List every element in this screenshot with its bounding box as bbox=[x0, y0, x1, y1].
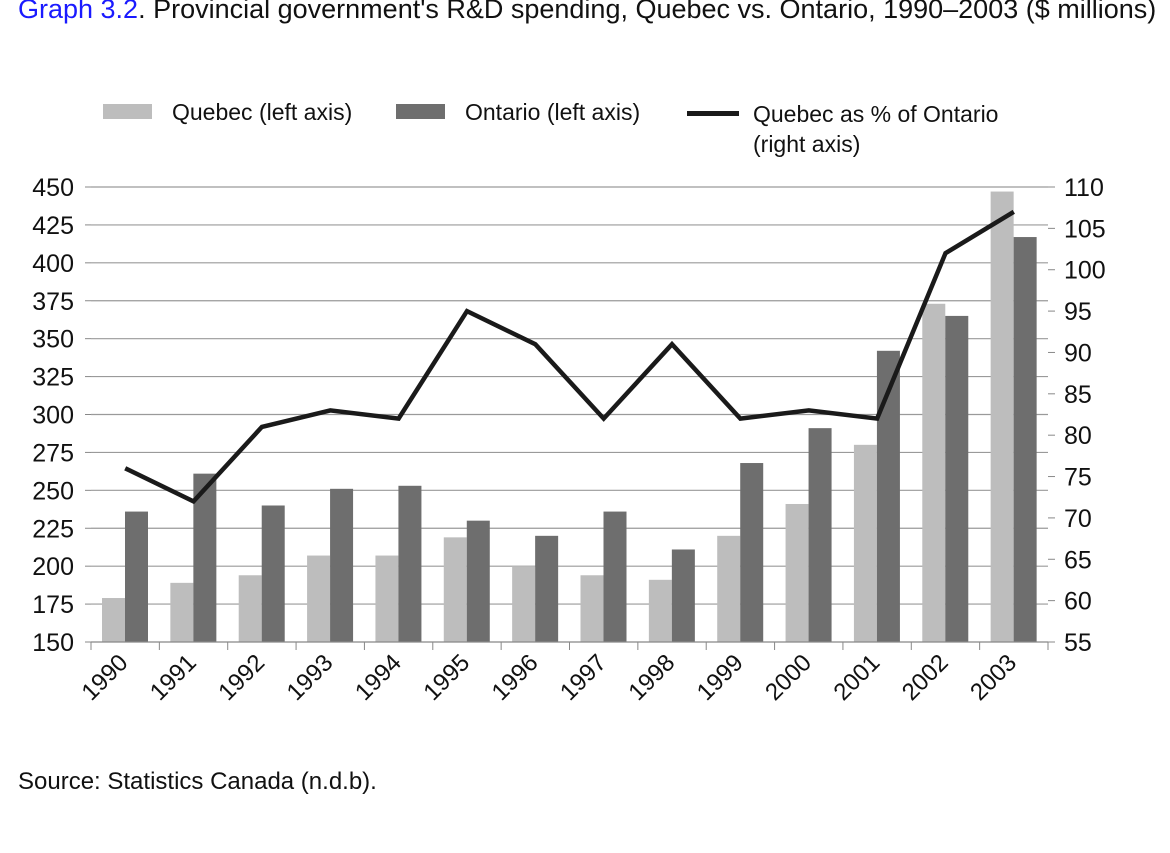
bar-ontario bbox=[1013, 237, 1037, 643]
right-tick-label: 75 bbox=[1064, 464, 1092, 492]
right-tick-label: 70 bbox=[1064, 505, 1092, 533]
bar-ontario bbox=[193, 473, 217, 642]
bar-ontario bbox=[398, 485, 422, 642]
x-tick-label: 1999 bbox=[692, 649, 749, 706]
legend-swatch-ontario bbox=[396, 104, 445, 119]
left-tick-label: 425 bbox=[32, 212, 74, 240]
bar-quebec bbox=[922, 303, 946, 642]
right-tick-label: 65 bbox=[1064, 546, 1092, 574]
left-tick-label: 400 bbox=[32, 250, 74, 278]
x-tick-label: 1995 bbox=[418, 649, 475, 706]
bar-quebec bbox=[512, 566, 536, 642]
x-tick-label: 1991 bbox=[145, 649, 202, 706]
legend-item-quebec: Quebec (left axis) bbox=[103, 97, 352, 127]
bar-ontario bbox=[671, 549, 695, 642]
x-tick-label: 1994 bbox=[350, 649, 407, 706]
right-tick-label: 60 bbox=[1064, 588, 1092, 616]
bar-quebec bbox=[170, 582, 194, 642]
bar-ontario bbox=[808, 428, 832, 642]
x-tick-label: 1998 bbox=[623, 649, 680, 706]
chart-title: Graph 3.2. Provincial government's R&D s… bbox=[18, 0, 1158, 33]
graph-label-link[interactable]: Graph 3.2 bbox=[18, 0, 139, 24]
x-tick-label: 2000 bbox=[760, 649, 817, 706]
bar-quebec bbox=[375, 555, 399, 642]
bar-quebec bbox=[717, 535, 741, 642]
legend-label-ratio-line2: (right axis) bbox=[753, 131, 861, 157]
bar-ontario bbox=[876, 350, 900, 642]
bar-ontario bbox=[466, 520, 490, 642]
bar-ontario bbox=[125, 511, 148, 642]
left-tick-label: 200 bbox=[32, 553, 74, 581]
bar-ontario bbox=[261, 505, 285, 642]
right-tick-label: 110 bbox=[1064, 174, 1104, 202]
chart-plot: 150 175 200 225 250 275 300 325 350 375 400 425 450 5… bbox=[32, 174, 1106, 706]
bar-ontario bbox=[535, 535, 559, 642]
right-tick-label: 80 bbox=[1064, 422, 1092, 450]
bar-ontario bbox=[603, 511, 627, 642]
bar-quebec bbox=[443, 537, 467, 642]
source-note: Source: Statistics Canada (n.d.b). bbox=[18, 768, 377, 795]
x-tick-label: 1997 bbox=[555, 649, 612, 706]
legend-label-ratio: Quebec as % of Ontario (right axis) bbox=[753, 99, 998, 159]
legend-item-ontario: Ontario (left axis) bbox=[396, 97, 640, 127]
bar-quebec bbox=[102, 598, 125, 642]
bar-ontario bbox=[330, 488, 354, 642]
legend-label-ratio-line1: Quebec as % of Ontario bbox=[753, 101, 999, 127]
right-tick-label: 95 bbox=[1064, 298, 1092, 326]
bar-quebec bbox=[648, 579, 672, 642]
left-tick-label: 175 bbox=[32, 591, 74, 619]
x-tick-label: 2003 bbox=[965, 649, 1022, 706]
x-tick-label: 1993 bbox=[282, 649, 339, 706]
bar-quebec bbox=[580, 575, 604, 642]
x-tick-label: 2001 bbox=[829, 649, 886, 706]
legend-item-ratio: Quebec as % of Ontario (right axis) bbox=[687, 99, 998, 159]
left-tick-label: 375 bbox=[32, 288, 74, 316]
x-tick-label: 1992 bbox=[213, 649, 270, 706]
bar-ontario bbox=[945, 315, 969, 642]
legend-label-ontario: Ontario (left axis) bbox=[465, 99, 641, 125]
legend-label-quebec: Quebec (left axis) bbox=[172, 99, 353, 125]
right-tick-label: 100 bbox=[1064, 257, 1106, 285]
left-tick-label: 250 bbox=[32, 477, 74, 505]
bar-quebec bbox=[853, 444, 877, 642]
bar-ontario bbox=[740, 463, 764, 642]
left-tick-label: 300 bbox=[32, 402, 74, 430]
x-tick-label: 1990 bbox=[77, 649, 134, 706]
bar-quebec bbox=[307, 555, 331, 642]
left-tick-label: 325 bbox=[32, 364, 74, 392]
left-tick-label: 450 bbox=[32, 174, 74, 202]
right-tick-label: 85 bbox=[1064, 381, 1092, 409]
bar-quebec bbox=[990, 191, 1014, 643]
left-tick-label: 350 bbox=[32, 326, 74, 354]
bar-quebec bbox=[238, 575, 262, 642]
right-tick-label: 55 bbox=[1064, 629, 1092, 657]
bar-quebec bbox=[785, 503, 809, 642]
right-tick-label: 90 bbox=[1064, 339, 1092, 367]
left-tick-label: 275 bbox=[32, 439, 74, 467]
legend-swatch-quebec bbox=[103, 104, 152, 119]
x-tick-label: 1996 bbox=[487, 649, 544, 706]
line-ratio bbox=[124, 209, 1015, 505]
right-tick-label: 105 bbox=[1064, 215, 1106, 243]
left-tick-label: 225 bbox=[32, 515, 74, 543]
chart-title-text: . Provincial government's R&D spending, … bbox=[138, 0, 1157, 24]
x-tick-label: 2002 bbox=[897, 649, 954, 706]
legend-swatch-ratio bbox=[687, 111, 739, 116]
left-tick-label: 150 bbox=[32, 629, 74, 657]
